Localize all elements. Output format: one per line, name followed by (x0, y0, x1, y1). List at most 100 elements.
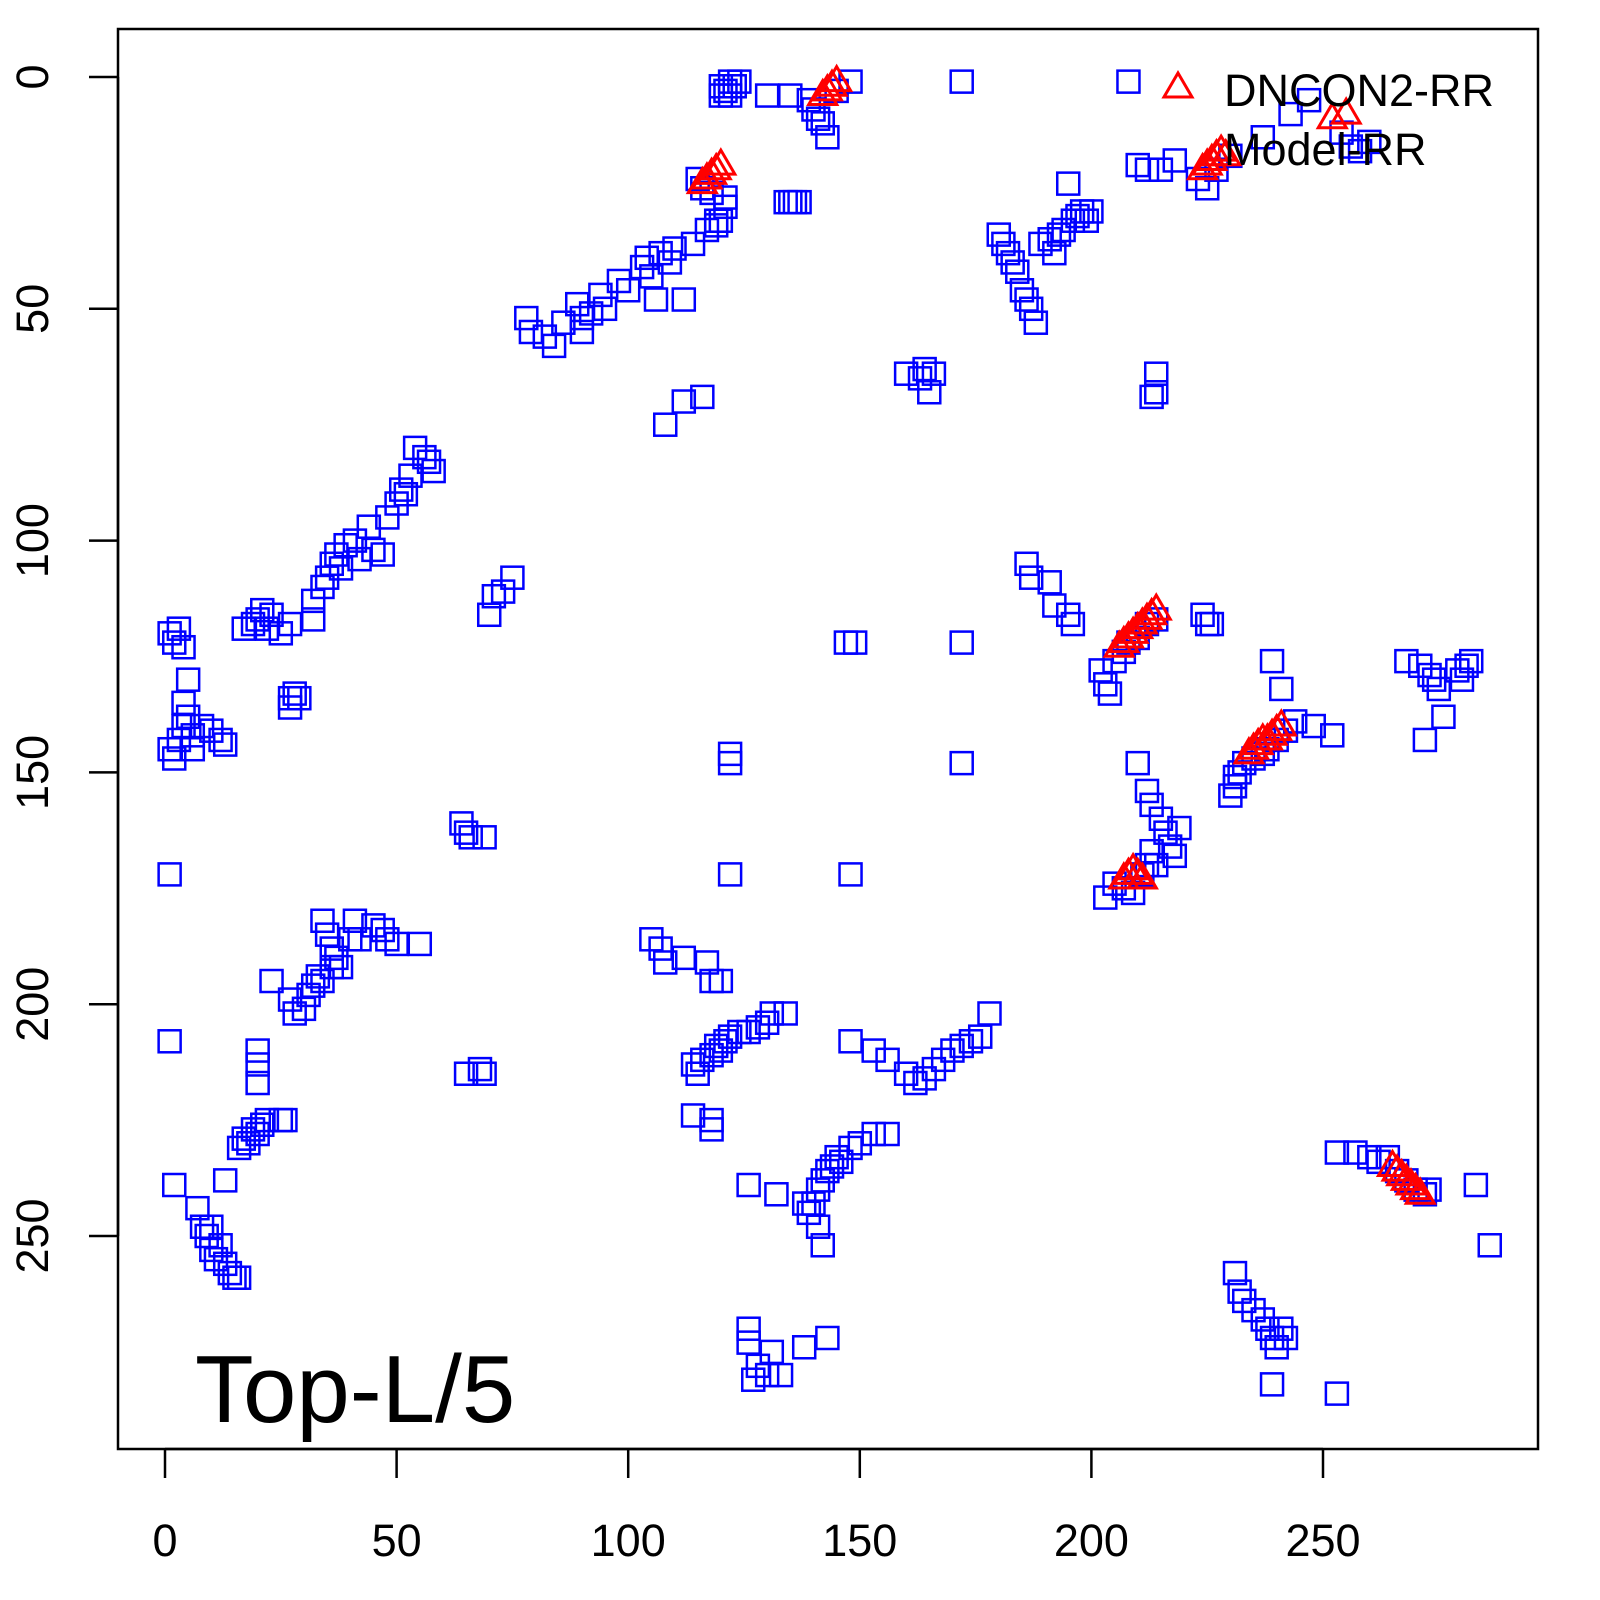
model-rr-point (1125, 152, 1150, 178)
model-rr-point (1431, 704, 1456, 730)
model-rr-point (903, 1070, 928, 1096)
dncon2-rr-point (1399, 1171, 1433, 1201)
dncon2-rr-point (1403, 1176, 1437, 1205)
model-rr-point (208, 727, 233, 753)
dncon2-rr-point (1250, 721, 1285, 751)
model-rr-point (764, 1182, 789, 1207)
model-rr-point (671, 287, 697, 312)
model-rr-point (282, 681, 307, 706)
dncon2-rr-point (694, 156, 729, 185)
model-rr-point (977, 1001, 1002, 1026)
model-rr-point (893, 1061, 919, 1086)
model-rr-point (449, 811, 474, 836)
model-rr-point (805, 1177, 831, 1202)
dncon2-rr-point (1260, 712, 1294, 742)
model-rr-point (384, 491, 409, 516)
model-rr-point (500, 565, 525, 590)
model-rr-point (1250, 125, 1276, 150)
model-rr-point (1296, 87, 1322, 113)
model-rr-point (1273, 1325, 1299, 1351)
model-rr-point (588, 282, 613, 308)
model-rr-point (361, 537, 386, 563)
model-rr-point (370, 542, 395, 567)
model-rr-point (1097, 681, 1123, 706)
y-tick-label: 0 (7, 64, 58, 89)
model-rr-point (217, 1260, 243, 1286)
model-rr-point (1157, 834, 1183, 859)
model-rr-point (291, 996, 317, 1022)
model-rr-point (254, 1107, 280, 1133)
model-rr-point (1148, 157, 1174, 182)
model-rr-point (208, 1233, 233, 1258)
model-rr-point (319, 954, 345, 980)
model-rr-point (1449, 667, 1475, 692)
model-rr-point (745, 1353, 771, 1379)
model-rr-point (226, 1265, 252, 1290)
dncon2-rr-point (1125, 861, 1159, 890)
model-rr-point (1227, 760, 1252, 785)
model-rr-point (819, 1154, 845, 1179)
model-rr-point (1259, 1372, 1285, 1397)
dncon2-rr-point (1139, 592, 1173, 621)
model-rr-point (319, 551, 345, 577)
model-rr-point (212, 1168, 238, 1193)
model-rr-point (1227, 1279, 1252, 1304)
model-rr-point (1055, 171, 1081, 196)
model-rr-point (810, 1233, 835, 1258)
model-rr-point (226, 1135, 252, 1161)
model-rr-point (476, 602, 502, 628)
model-rr-point (305, 964, 331, 989)
model-rr-point (657, 250, 683, 275)
model-rr-point (245, 1038, 270, 1063)
model-rr-point (180, 736, 206, 762)
model-rr-point (453, 820, 479, 845)
model-rr-point (1199, 611, 1225, 637)
model-rr-point (778, 189, 803, 215)
model-rr-point (1241, 1297, 1266, 1323)
model-rr-point (917, 379, 942, 405)
model-rr-point (930, 1047, 956, 1073)
model-rr-point (157, 1029, 182, 1054)
model-rr-point (1143, 379, 1169, 405)
model-rr-point (708, 968, 734, 994)
model-rr-point (245, 1121, 270, 1147)
model-rr-point (949, 1033, 974, 1059)
model-rr-point (995, 240, 1021, 266)
legend-triangle-marker (1161, 70, 1195, 99)
model-rr-point (421, 458, 446, 484)
model-rr-point (157, 862, 182, 887)
y-axis: 0 50 100 150 200 250 (7, 64, 120, 1274)
dncon2-rr-point (1121, 610, 1155, 640)
model-rr-point (759, 1001, 785, 1026)
model-rr-point (212, 1251, 238, 1277)
dncon2-rr-point (1130, 601, 1164, 630)
model-rr-point (1051, 217, 1076, 243)
model-rr-point (717, 1024, 743, 1049)
model-rr-point (713, 185, 738, 210)
dncon2-rr-point (815, 68, 849, 97)
dncon2-rr-point (699, 151, 733, 181)
model-rr-point (703, 1033, 729, 1059)
model-rr-point (1134, 157, 1160, 182)
model-rr-point (407, 931, 433, 957)
model-rr-point (768, 1362, 794, 1388)
model-rr-point (653, 950, 678, 975)
series-model-rr (157, 69, 1503, 1406)
model-rr-point (1000, 250, 1025, 275)
model-rr-point (518, 319, 544, 345)
model-rr-point (1259, 648, 1285, 674)
model-rr-point (1028, 231, 1053, 257)
dncon2-rr-point (1315, 100, 1349, 130)
dncon2-rr-point (685, 165, 719, 195)
model-rr-point (838, 1135, 863, 1161)
model-rr-point (1093, 885, 1118, 910)
model-rr-point (384, 931, 409, 957)
model-rr-point (1014, 551, 1039, 577)
model-rr-point (801, 1191, 826, 1216)
model-rr-point (1134, 778, 1160, 804)
model-rr-point (713, 78, 738, 104)
model-rr-point (1037, 227, 1062, 252)
model-rr-point (324, 945, 349, 971)
model-rr-point (592, 296, 618, 322)
model-rr-point (1167, 815, 1192, 841)
